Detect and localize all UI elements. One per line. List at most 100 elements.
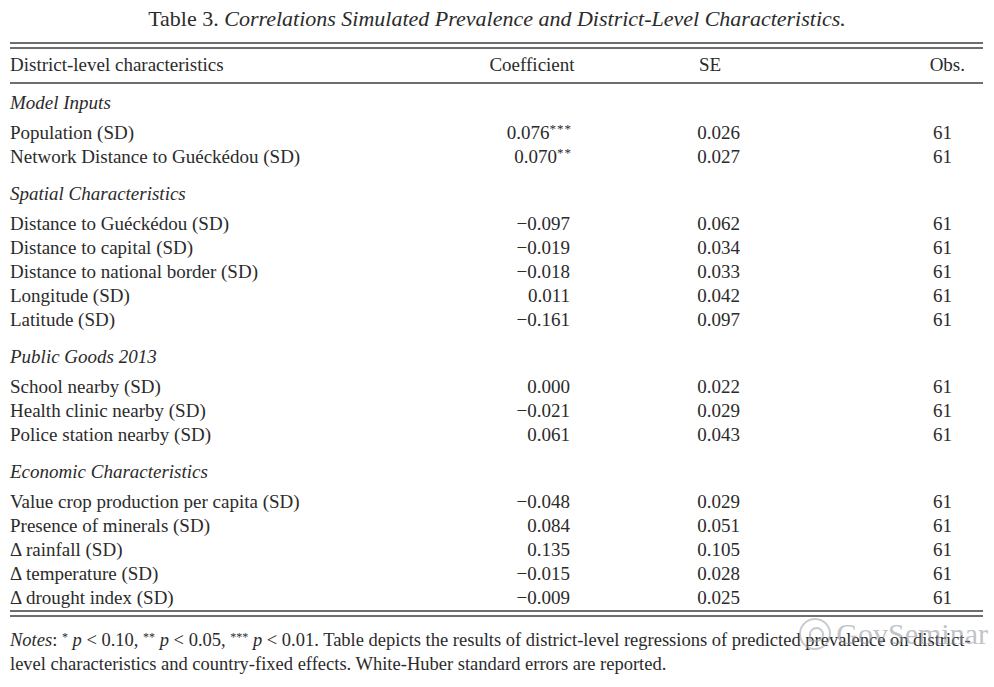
se-value: 0.042 bbox=[620, 284, 800, 308]
se-value: 0.027 bbox=[620, 145, 800, 169]
se-value: 0.105 bbox=[620, 538, 800, 562]
table-row: Distance to national border (SD)−0.0180.… bbox=[10, 260, 983, 284]
table-row: Presence of minerals (SD)0.0840.05161 bbox=[10, 514, 983, 538]
se-value: 0.051 bbox=[620, 514, 800, 538]
header-obs: Obs. bbox=[800, 49, 983, 83]
table-row: School nearby (SD)0.0000.02261 bbox=[10, 375, 983, 399]
row-label: Distance to national border (SD) bbox=[10, 260, 430, 284]
obs-value: 61 bbox=[800, 399, 983, 423]
row-label: Population (SD) bbox=[10, 121, 430, 145]
section-title: Economic Characteristics bbox=[10, 447, 983, 490]
se-value: 0.022 bbox=[620, 375, 800, 399]
coefficient-value: −0.009 bbox=[430, 586, 620, 610]
coefficient-value: 0.070** bbox=[430, 145, 620, 169]
obs-value: 61 bbox=[800, 121, 983, 145]
se-value: 0.033 bbox=[620, 260, 800, 284]
coefficient-value: −0.015 bbox=[430, 562, 620, 586]
bottom-double-rule bbox=[10, 610, 983, 617]
table-row: Latitude (SD)−0.1610.09761 bbox=[10, 308, 983, 332]
coefficient-value: 0.135 bbox=[430, 538, 620, 562]
se-value: 0.029 bbox=[620, 399, 800, 423]
se-value: 0.097 bbox=[620, 308, 800, 332]
row-label: Longitude (SD) bbox=[10, 284, 430, 308]
obs-value: 61 bbox=[800, 375, 983, 399]
section-row: Model Inputs bbox=[10, 83, 983, 121]
header-se: SE bbox=[620, 49, 800, 83]
obs-value: 61 bbox=[800, 145, 983, 169]
section-row: Public Goods 2013 bbox=[10, 332, 983, 375]
row-label: Distance to Guéckédou (SD) bbox=[10, 212, 430, 236]
notes-part: ** bbox=[143, 630, 155, 644]
obs-value: 61 bbox=[800, 236, 983, 260]
se-value: 0.028 bbox=[620, 562, 800, 586]
obs-value: 61 bbox=[800, 308, 983, 332]
notes-part: < 0.10, bbox=[82, 630, 143, 650]
header-coefficient: Coefficient bbox=[430, 49, 620, 83]
coefficient-value: 0.000 bbox=[430, 375, 620, 399]
se-value: 0.025 bbox=[620, 586, 800, 610]
coefficient-value: −0.018 bbox=[430, 260, 620, 284]
coefficient-value: 0.084 bbox=[430, 514, 620, 538]
notes-part: < 0.05, bbox=[169, 630, 230, 650]
notes-part: p bbox=[253, 630, 262, 650]
table-container: District-level characteristics Coefficie… bbox=[10, 42, 983, 617]
row-label: Δ rainfall (SD) bbox=[10, 538, 430, 562]
se-value: 0.029 bbox=[620, 490, 800, 514]
table-row: Δ rainfall (SD)0.1350.10561 bbox=[10, 538, 983, 562]
results-table: District-level characteristics Coefficie… bbox=[10, 49, 983, 610]
table-caption: Correlations Simulated Prevalence and Di… bbox=[224, 6, 846, 31]
table-number: Table 3. bbox=[148, 6, 219, 31]
coefficient-value: 0.076*** bbox=[430, 121, 620, 145]
table-row: Distance to capital (SD)−0.0190.03461 bbox=[10, 236, 983, 260]
row-label: School nearby (SD) bbox=[10, 375, 430, 399]
table-row: Network Distance to Guéckédou (SD)0.070*… bbox=[10, 145, 983, 169]
se-value: 0.026 bbox=[620, 121, 800, 145]
obs-value: 61 bbox=[800, 514, 983, 538]
notes: Notes: * p < 0.10, ** p < 0.05, *** p < … bbox=[10, 628, 984, 676]
notes-part: : bbox=[52, 630, 62, 650]
section-row: Spatial Characteristics bbox=[10, 169, 983, 212]
obs-value: 61 bbox=[800, 260, 983, 284]
table-row: Longitude (SD)0.0110.04261 bbox=[10, 284, 983, 308]
section-title: Public Goods 2013 bbox=[10, 332, 983, 375]
obs-value: 61 bbox=[800, 562, 983, 586]
table-body: Model InputsPopulation (SD)0.076***0.026… bbox=[10, 83, 983, 610]
coefficient-value: −0.019 bbox=[430, 236, 620, 260]
row-label: Latitude (SD) bbox=[10, 308, 430, 332]
row-label: Police station nearby (SD) bbox=[10, 423, 430, 447]
se-value: 0.043 bbox=[620, 423, 800, 447]
row-label: Δ drought index (SD) bbox=[10, 586, 430, 610]
obs-value: 61 bbox=[800, 423, 983, 447]
row-label: Network Distance to Guéckédou (SD) bbox=[10, 145, 430, 169]
header-row: District-level characteristics Coefficie… bbox=[10, 49, 983, 83]
obs-value: 61 bbox=[800, 284, 983, 308]
row-label: Health clinic nearby (SD) bbox=[10, 399, 430, 423]
table-row: Value crop production per capita (SD)−0.… bbox=[10, 490, 983, 514]
se-value: 0.034 bbox=[620, 236, 800, 260]
coefficient-value: 0.011 bbox=[430, 284, 620, 308]
row-label: Δ temperature (SD) bbox=[10, 562, 430, 586]
paper-page: Table 3. Correlations Simulated Prevalen… bbox=[0, 0, 994, 687]
row-label: Distance to capital (SD) bbox=[10, 236, 430, 260]
row-label: Value crop production per capita (SD) bbox=[10, 490, 430, 514]
top-double-rule bbox=[10, 42, 983, 49]
coefficient-value: 0.061 bbox=[430, 423, 620, 447]
table-row: Distance to Guéckédou (SD)−0.0970.06261 bbox=[10, 212, 983, 236]
table-row: Δ drought index (SD)−0.0090.02561 bbox=[10, 586, 983, 610]
section-title: Model Inputs bbox=[10, 83, 983, 121]
se-value: 0.062 bbox=[620, 212, 800, 236]
table-header: District-level characteristics Coefficie… bbox=[10, 49, 983, 83]
table-row: Δ temperature (SD)−0.0150.02861 bbox=[10, 562, 983, 586]
notes-part: *** bbox=[230, 630, 248, 644]
section-row: Economic Characteristics bbox=[10, 447, 983, 490]
table-row: Health clinic nearby (SD)−0.0210.02961 bbox=[10, 399, 983, 423]
coefficient-value: −0.097 bbox=[430, 212, 620, 236]
notes-part: p bbox=[160, 630, 169, 650]
notes-part: < 0.01. bbox=[262, 630, 323, 650]
significance-stars: ** bbox=[557, 145, 572, 160]
coefficient-value: −0.021 bbox=[430, 399, 620, 423]
coefficient-value: −0.048 bbox=[430, 490, 620, 514]
obs-value: 61 bbox=[800, 586, 983, 610]
table-row: Population (SD)0.076***0.02661 bbox=[10, 121, 983, 145]
notes-part: Notes bbox=[10, 630, 52, 650]
